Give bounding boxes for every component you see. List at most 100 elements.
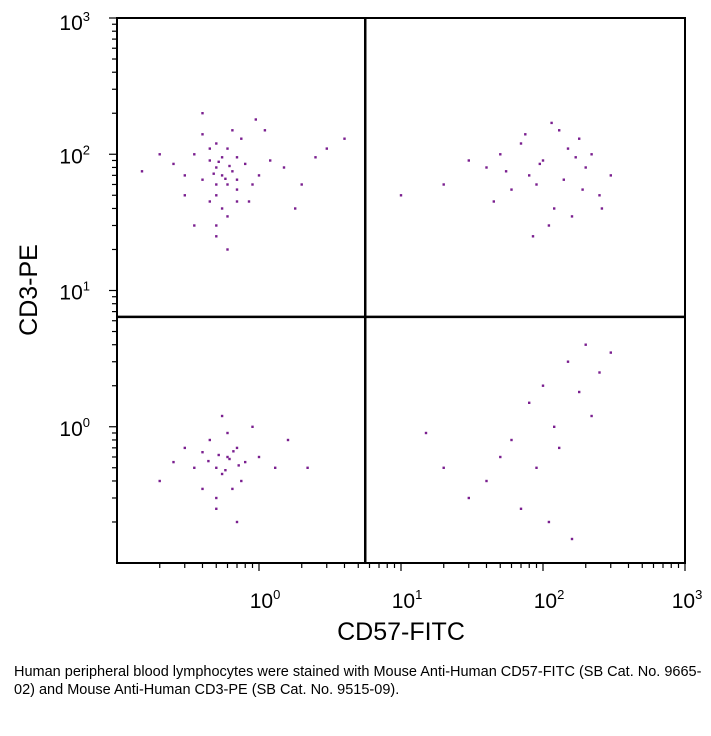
data-point (541, 384, 545, 387)
data-point (251, 425, 254, 428)
data-point (547, 224, 551, 227)
data-point (201, 112, 204, 115)
data-point (220, 472, 224, 476)
data-point (566, 147, 570, 150)
data-point (215, 194, 218, 197)
data-point (237, 464, 240, 467)
data-point (584, 343, 587, 346)
data-point (590, 153, 593, 156)
data-point (286, 438, 290, 442)
data-point (226, 248, 229, 251)
data-point (226, 215, 229, 218)
data-point (220, 156, 224, 159)
data-point (550, 121, 553, 125)
quadrant-gates (117, 18, 685, 563)
data-point (208, 438, 211, 442)
data-point (263, 129, 267, 132)
data-point (553, 207, 556, 210)
data-point (294, 207, 297, 210)
data-point (578, 137, 581, 140)
data-point (467, 159, 470, 162)
data-point (531, 235, 535, 238)
data-point (235, 520, 239, 524)
data-point (510, 188, 513, 191)
data-point (215, 183, 218, 186)
data-point (220, 207, 224, 210)
data-point (499, 153, 502, 156)
data-point (201, 178, 204, 181)
data-point (282, 166, 286, 169)
y-tick-label: 103 (59, 9, 90, 35)
data-point (172, 460, 175, 464)
data-point (231, 129, 234, 132)
data-point (590, 414, 593, 418)
data-point (228, 164, 231, 168)
data-point (269, 159, 272, 162)
data-point (215, 235, 218, 238)
data-point (140, 170, 144, 173)
data-point (535, 183, 538, 186)
y-axis-title: CD3-PE (15, 244, 43, 336)
data-point (600, 207, 604, 210)
x-tick-label: 103 (672, 587, 703, 613)
data-point (226, 183, 229, 186)
data-point (226, 431, 229, 435)
data-point (314, 156, 317, 159)
data-point (217, 453, 220, 457)
data-point (485, 166, 488, 169)
data-point (215, 507, 218, 510)
data-point (217, 160, 220, 163)
data-point (208, 147, 211, 150)
data-point (325, 147, 328, 150)
data-point (510, 438, 513, 442)
x-tick-label: 102 (534, 587, 565, 613)
data-point (183, 194, 186, 197)
data-points (140, 112, 612, 541)
data-point (208, 159, 211, 162)
data-point (300, 183, 303, 186)
data-point (231, 487, 234, 491)
data-point (208, 200, 211, 203)
data-point (274, 466, 277, 469)
data-point (235, 188, 239, 191)
data-point (235, 200, 239, 203)
data-point (541, 159, 545, 162)
data-point (201, 451, 204, 454)
data-point (442, 183, 445, 186)
data-point (499, 455, 502, 459)
data-point (193, 153, 196, 156)
data-point (240, 479, 243, 483)
data-point (528, 174, 531, 177)
data-point (247, 200, 251, 203)
data-point (528, 401, 531, 404)
data-point (547, 520, 551, 524)
data-point (519, 507, 523, 510)
y-tick-label: 101 (59, 279, 90, 305)
data-point (570, 215, 574, 218)
data-point (442, 466, 445, 469)
data-point (504, 170, 508, 173)
y-tick-label: 100 (59, 415, 90, 441)
data-point (467, 496, 470, 500)
data-point (584, 166, 587, 169)
x-axis-ticks: 100 101 102 103 (159, 563, 703, 613)
data-point (215, 466, 218, 469)
data-point (158, 153, 161, 156)
data-point (232, 450, 235, 453)
data-point (566, 360, 570, 363)
data-point (226, 455, 229, 459)
data-point (492, 200, 495, 203)
data-point (207, 459, 210, 463)
data-point (570, 537, 574, 541)
data-point (562, 178, 565, 181)
y-axis-ticks: 100 101 102 103 (59, 9, 117, 523)
data-point (228, 457, 231, 461)
data-point (399, 194, 403, 197)
data-point (578, 390, 581, 394)
data-point (609, 351, 612, 354)
data-point (212, 172, 215, 175)
data-point (343, 137, 346, 140)
data-point (215, 142, 218, 145)
data-point (306, 466, 309, 469)
data-point (193, 466, 196, 469)
